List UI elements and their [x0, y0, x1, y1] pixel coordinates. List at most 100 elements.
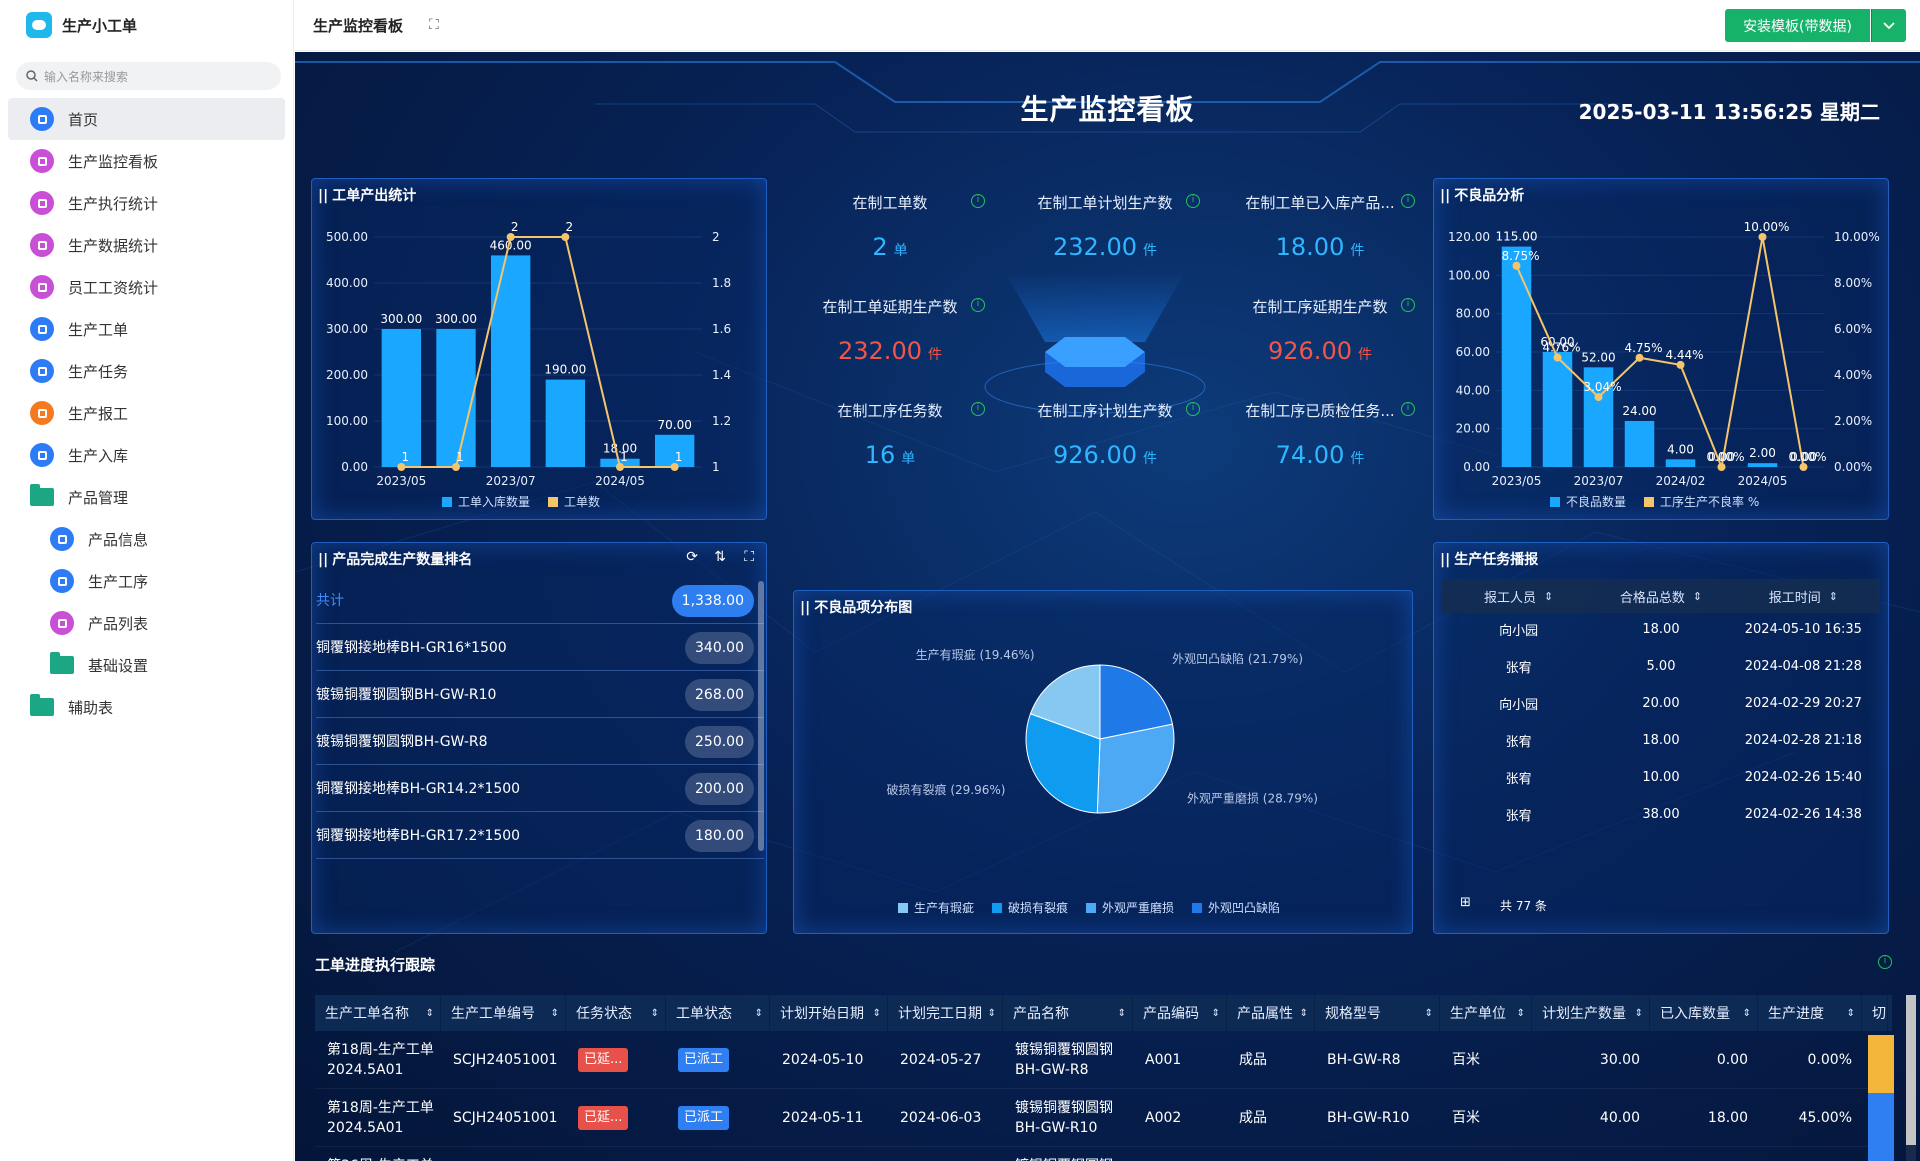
column-header[interactable]: 产品编码 ⇕	[1133, 995, 1227, 1031]
legend-item[interactable]: 工序生产不良率 %	[1644, 493, 1759, 510]
column-header[interactable]: 生产工单编号 ⇕	[441, 995, 566, 1031]
sort-icon[interactable]: ⇕	[1692, 589, 1703, 603]
table-row[interactable]: 向小园 20.00 2024-02-29 20:27	[1442, 685, 1880, 722]
legend-item[interactable]: 外观凹凸缺陷	[1192, 899, 1280, 916]
sort-icon[interactable]: ⇕	[1634, 1007, 1643, 1019]
column-header[interactable]: 生产进度 ⇕	[1758, 995, 1862, 1031]
legend-item[interactable]: 破损有裂痕	[992, 899, 1068, 916]
sort-icon[interactable]: ⇅	[714, 549, 726, 565]
line-point[interactable]	[616, 463, 624, 471]
refresh-icon[interactable]: ⟳	[686, 549, 698, 565]
line-point[interactable]	[561, 233, 570, 241]
info-icon[interactable]: i	[971, 298, 985, 312]
rank-row[interactable]: 铜覆钢接地棒BH-GR14.2*1500 200.00	[316, 765, 764, 812]
sort-icon[interactable]: ⇕	[754, 1007, 763, 1019]
column-header[interactable]: 报工人员 ⇕	[1442, 579, 1595, 613]
info-icon[interactable]: i	[1401, 298, 1415, 312]
scrollbar[interactable]	[758, 581, 764, 851]
legend-item[interactable]: 工单入库数量	[442, 493, 530, 510]
legend-item[interactable]: 不良品数量	[1550, 493, 1626, 510]
search-input[interactable]: 输入名称来搜索	[16, 62, 281, 90]
pie-slice[interactable]	[1029, 664, 1101, 740]
expand-icon[interactable]: ⊞	[1460, 895, 1471, 910]
sort-icon[interactable]: ⇕	[987, 1007, 996, 1019]
sidebar-item-5[interactable]: 生产工单	[8, 308, 285, 350]
sort-icon[interactable]: ⇕	[1117, 1007, 1126, 1019]
line-point[interactable]	[397, 463, 406, 471]
info-icon[interactable]: i	[1186, 402, 1200, 416]
column-header[interactable]: 任务状态 ⇕	[566, 995, 666, 1031]
install-template-button[interactable]: 安装模板(带数据)	[1725, 9, 1870, 42]
column-header[interactable]: 已入库数量 ⇕	[1650, 995, 1758, 1031]
sidebar-item-3[interactable]: 生产数据统计	[8, 224, 285, 266]
sort-icon[interactable]: ⇕	[1742, 1007, 1751, 1019]
bar[interactable]	[1747, 463, 1778, 467]
bar[interactable]	[436, 329, 476, 467]
line-point[interactable]	[1717, 463, 1726, 471]
bar[interactable]	[654, 434, 695, 467]
sort-icon[interactable]: ⇕	[1211, 1007, 1220, 1019]
pie-slice[interactable]	[1099, 664, 1174, 740]
rank-row[interactable]: 镀锡铜覆钢圆钢BH-GW-R8 250.00	[316, 718, 764, 765]
sidebar-item-8[interactable]: 生产入库	[8, 434, 285, 476]
column-header[interactable]: 产品名称 ⇕	[1003, 995, 1133, 1031]
sidebar-item-7[interactable]: 生产报工	[8, 392, 285, 434]
sidebar-item-4[interactable]: 员工工资统计	[8, 266, 285, 308]
sidebar-item-11[interactable]: 生产工序	[8, 560, 285, 602]
line-point[interactable]	[1553, 353, 1562, 362]
line-point[interactable]	[1676, 360, 1685, 369]
line-point[interactable]	[1512, 261, 1521, 270]
row-action-cell[interactable]	[1868, 1093, 1894, 1161]
table-row[interactable]: 张宥 10.00 2024-02-26 15:40	[1442, 759, 1880, 796]
rank-row[interactable]: 铜覆钢接地棒BH-GR17.2*1500 180.00	[316, 812, 764, 859]
column-header[interactable]: 产品属性 ⇕	[1227, 995, 1315, 1031]
sidebar-item-14[interactable]: 辅助表	[8, 686, 285, 728]
column-header[interactable]: 计划开始日期 ⇕	[770, 995, 888, 1031]
pie-slice[interactable]	[1025, 713, 1101, 814]
column-header[interactable]: 合格品总数 ⇕	[1595, 579, 1726, 613]
column-header[interactable]: 切	[1862, 995, 1888, 1031]
column-header[interactable]: 生产单位 ⇕	[1440, 995, 1532, 1031]
sort-icon[interactable]: ⇕	[1846, 1007, 1855, 1019]
line-point[interactable]	[670, 463, 679, 471]
column-header[interactable]: 报工时间 ⇕	[1727, 579, 1880, 613]
table-row[interactable]: 第36周-生产工单 2023.12A04SCJH23120406已延...已派工…	[315, 1147, 1892, 1161]
info-icon[interactable]: i	[971, 402, 985, 416]
sort-icon[interactable]: ⇕	[1544, 589, 1554, 603]
line-point[interactable]	[1758, 233, 1767, 241]
sort-icon[interactable]: ⇕	[550, 1007, 559, 1019]
sidebar-item-2[interactable]: 生产执行统计	[8, 182, 285, 224]
sort-icon[interactable]: ⇕	[872, 1007, 881, 1019]
sort-icon[interactable]: ⇕	[650, 1007, 659, 1019]
line-point[interactable]	[1799, 463, 1808, 471]
column-header[interactable]: 工单状态 ⇕	[666, 995, 770, 1031]
table-row[interactable]: 向小园 18.00 2024-05-10 16:35	[1442, 611, 1880, 648]
sidebar-item-6[interactable]: 生产任务	[8, 350, 285, 392]
row-action-cell[interactable]	[1868, 1035, 1894, 1093]
fullscreen-icon[interactable]: ⛶	[744, 549, 754, 565]
tab-title[interactable]: 生产监控看板	[313, 16, 404, 35]
sort-icon[interactable]: ⇕	[1828, 589, 1838, 603]
legend-item[interactable]: 生产有瑕疵	[898, 899, 974, 916]
table-row[interactable]: 张宥 38.00 2024-02-26 14:38	[1442, 796, 1880, 833]
column-header[interactable]: 规格型号 ⇕	[1315, 995, 1440, 1031]
sidebar-item-10[interactable]: 产品信息	[8, 518, 285, 560]
sidebar-item-1[interactable]: 生产监控看板	[8, 140, 285, 182]
info-icon[interactable]: i	[1401, 402, 1415, 416]
brand[interactable]: 生产小工单	[0, 0, 293, 50]
rank-row[interactable]: 铜覆钢接地棒BH-GR16*1500 340.00	[316, 624, 764, 671]
table-row[interactable]: 第18周-生产工单 2024.5A01 SCJH24051001 已延... 已派工 2…	[315, 1031, 1892, 1089]
table-row[interactable]: 第18周-生产工单 2024.5A01 SCJH24051001 已延... 已派工 2…	[315, 1089, 1892, 1147]
install-dropdown-button[interactable]	[1871, 9, 1906, 42]
sidebar-item-12[interactable]: 产品列表	[8, 602, 285, 644]
legend-item[interactable]: 工单数	[548, 493, 600, 510]
line-point[interactable]	[1594, 393, 1603, 402]
pie-slice[interactable]	[1096, 723, 1175, 814]
bar[interactable]	[1665, 459, 1696, 467]
column-header[interactable]: 生产工单名称 ⇕	[315, 995, 441, 1031]
sort-icon[interactable]: ⇕	[1424, 1007, 1433, 1019]
info-icon[interactable]: i	[1401, 194, 1415, 208]
sidebar-item-13[interactable]: 基础设置	[8, 644, 285, 686]
bar[interactable]	[381, 329, 422, 467]
column-header[interactable]: 计划生产数量 ⇕	[1532, 995, 1650, 1031]
